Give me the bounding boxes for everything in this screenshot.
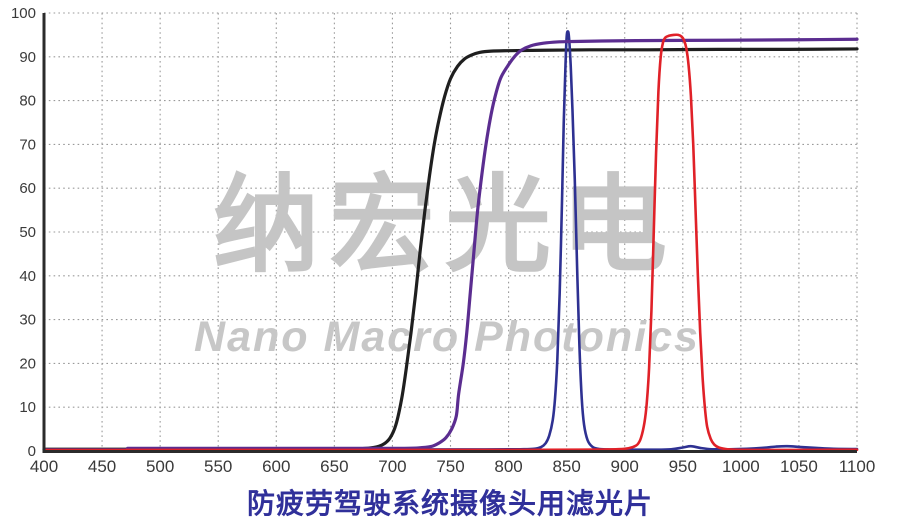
- y-tick-label: 100: [11, 5, 36, 22]
- curve-band-pass-940nm-red: [42, 33, 859, 452]
- y-tick-label: 60: [19, 180, 36, 197]
- x-tick-label: 550: [204, 457, 232, 476]
- x-tick-label: 950: [669, 457, 697, 476]
- y-tick-label: 90: [19, 49, 36, 66]
- y-tick-label: 50: [19, 224, 36, 241]
- curve-long-pass-770nm-purple: [126, 37, 859, 451]
- y-tick-label: 10: [19, 399, 36, 416]
- x-tick-label: 500: [146, 457, 174, 476]
- y-tick-label: 0: [28, 443, 36, 460]
- x-tick-label: 750: [436, 457, 464, 476]
- y-tick-label: 30: [19, 312, 36, 329]
- y-tick-label: 70: [19, 136, 36, 153]
- y-tick-label: 20: [19, 355, 36, 372]
- x-tick-label: 700: [378, 457, 406, 476]
- x-tick-label: 600: [262, 457, 290, 476]
- y-tick-label: 40: [19, 268, 36, 285]
- x-tick-label: 1000: [722, 457, 760, 476]
- x-tick-label: 1050: [780, 457, 818, 476]
- watermark-cn: 纳宏光电: [213, 167, 677, 285]
- x-tick-label: 400: [30, 457, 58, 476]
- x-tick-label: 900: [611, 457, 639, 476]
- x-tick-label: 800: [494, 457, 522, 476]
- x-tick-label: 650: [320, 457, 348, 476]
- x-tick-label: 1100: [839, 457, 876, 476]
- x-tick-label: 450: [88, 457, 116, 476]
- x-tick-label: 850: [552, 457, 580, 476]
- spectral-chart-svg: 纳宏光电 Nano Macro Photonics 0 10 20 30 40 50 60 70 8…: [11, 5, 876, 476]
- watermark-en: Nano Macro Photonics: [194, 313, 700, 361]
- chart-title: 防疲劳驾驶系统摄像头用滤光片: [246, 488, 653, 519]
- y-tick-label: 80: [19, 93, 36, 110]
